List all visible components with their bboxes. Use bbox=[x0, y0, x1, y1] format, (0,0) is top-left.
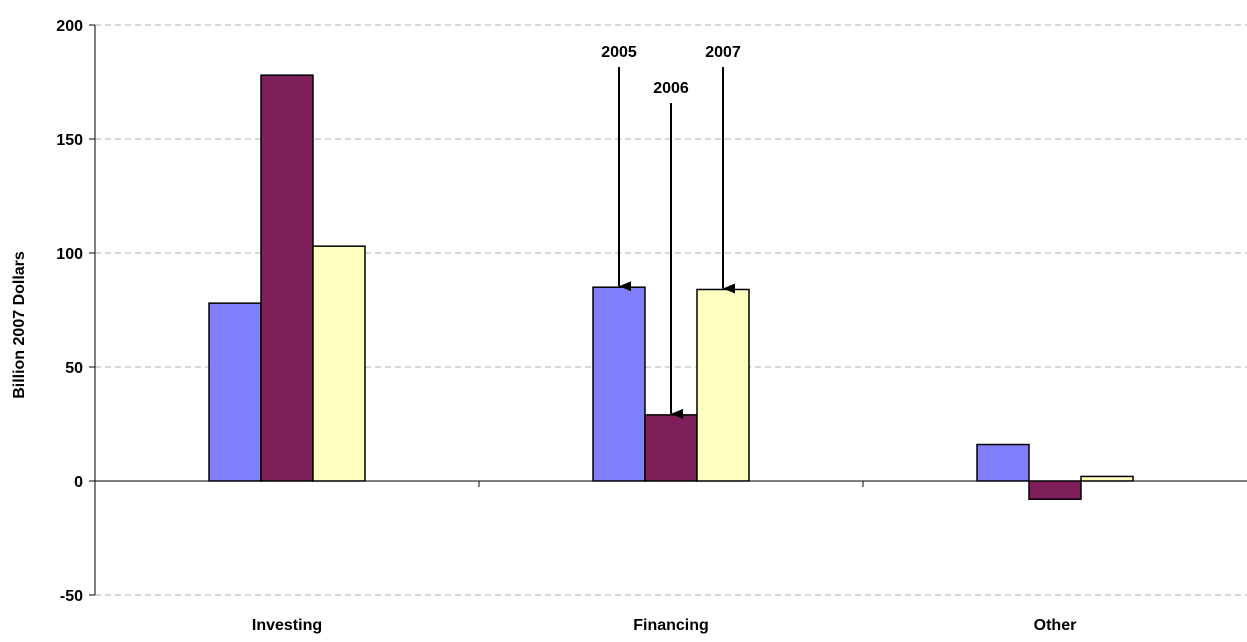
y-tick-label: 150 bbox=[56, 132, 83, 149]
bar-investing-2007 bbox=[312, 245, 366, 482]
y-axis-title: Billion 2007 Dollars bbox=[11, 251, 28, 399]
y-tick-label: -50 bbox=[60, 588, 83, 605]
bar-investing-2006 bbox=[260, 74, 314, 482]
annotation-label-2006: 2006 bbox=[653, 80, 689, 97]
bar-financing-2007 bbox=[696, 288, 750, 482]
bar-other-2006 bbox=[1028, 480, 1082, 500]
annotations: 2005 2006 2007 bbox=[601, 44, 741, 419]
y-tick-label: 50 bbox=[65, 360, 83, 377]
x-category-label: Other bbox=[1034, 617, 1077, 634]
x-category-label: Investing bbox=[252, 617, 322, 634]
bar-investing-2005 bbox=[208, 302, 262, 482]
bars bbox=[208, 74, 1134, 500]
annotation-label-2007: 2007 bbox=[705, 44, 741, 61]
bar-other-2005 bbox=[976, 443, 1030, 482]
bar-financing-2006 bbox=[644, 414, 698, 482]
y-tick-label: 200 bbox=[56, 18, 83, 35]
bar-other-2007 bbox=[1080, 475, 1134, 482]
y-tick-label: 100 bbox=[56, 246, 83, 263]
bar-financing-2005 bbox=[592, 286, 646, 482]
labels: 200 150 100 50 0 -50 Investing Financing Other bbox=[56, 18, 1076, 634]
x-category-label: Financing bbox=[633, 617, 709, 634]
annotation-label-2005: 2005 bbox=[601, 44, 637, 61]
y-tick-label: 0 bbox=[74, 474, 83, 491]
